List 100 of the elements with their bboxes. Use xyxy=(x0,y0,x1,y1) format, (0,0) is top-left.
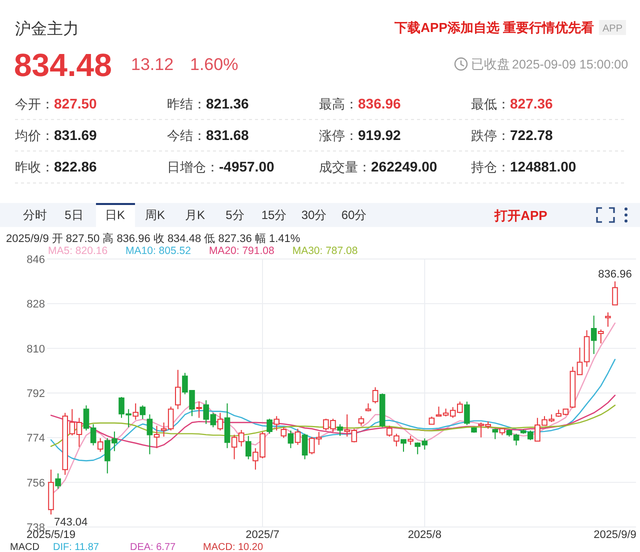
candlestick xyxy=(598,328,604,344)
text: 成交量： xyxy=(319,160,371,174)
candlestick xyxy=(499,428,506,436)
candlestick xyxy=(365,402,372,412)
candlestick xyxy=(337,424,343,436)
text: 919.92 xyxy=(358,127,402,143)
line-series xyxy=(50,404,616,447)
text: 831.68 xyxy=(206,127,250,143)
candlestick xyxy=(492,428,498,440)
text: 5日 xyxy=(64,208,84,222)
text: MA5: 820.16 xyxy=(48,245,108,257)
text: 昨结： xyxy=(167,96,206,112)
line-series xyxy=(50,394,616,448)
candlestick xyxy=(175,369,181,410)
candlestick xyxy=(408,435,414,446)
text: 已收盘 xyxy=(471,56,510,72)
y-tick-label: 774 xyxy=(26,432,45,445)
candlestick xyxy=(140,404,146,420)
text: 2025-09-09 15:00:00 xyxy=(512,58,628,72)
candlestick xyxy=(48,469,54,515)
candlestick xyxy=(372,386,378,404)
y-tick-label: 846 xyxy=(26,254,45,266)
text: 831.69 xyxy=(54,127,98,143)
text: 834.48 xyxy=(14,47,112,83)
y-tick-label: 792 xyxy=(26,388,45,400)
text: 最低： xyxy=(471,96,510,112)
text: 124881.00 xyxy=(510,158,576,174)
text: 60分 xyxy=(341,208,367,222)
text: 日K xyxy=(104,208,126,222)
candlestick xyxy=(246,435,252,460)
candlestick xyxy=(224,402,230,449)
text: 722.78 xyxy=(510,127,554,143)
y-tick-label: 828 xyxy=(26,298,45,311)
line-series xyxy=(50,358,616,462)
text: MA10: 805.52 xyxy=(126,245,192,257)
candlestick xyxy=(605,312,611,328)
candlestick xyxy=(55,472,61,490)
text: 跌停： xyxy=(471,128,510,143)
candlestick xyxy=(288,430,294,449)
candlestick xyxy=(146,414,153,455)
candlestick xyxy=(394,433,400,447)
candlestick xyxy=(154,425,160,449)
y-tick-label: 756 xyxy=(26,477,45,490)
text: DIF: 11.87 xyxy=(53,542,100,552)
text: 827.36 xyxy=(510,96,554,112)
text: 15分 xyxy=(261,208,287,222)
candlestick xyxy=(196,401,202,418)
text: MA30: 787.08 xyxy=(292,245,358,257)
text: 打开APP xyxy=(494,208,548,223)
text: 822.86 xyxy=(54,158,98,174)
candlestick xyxy=(400,438,406,452)
text: 最高： xyxy=(319,96,358,112)
candlestick xyxy=(386,425,392,438)
text: 日增仓： xyxy=(167,160,219,174)
x-tick-label: 2025/9/9 xyxy=(594,529,636,541)
candlestick xyxy=(358,416,364,426)
text: 周K xyxy=(144,208,166,222)
candlestick xyxy=(464,401,470,426)
text: 昨收： xyxy=(15,160,54,174)
text: 今结： xyxy=(167,128,206,143)
text: 沪金主力 xyxy=(15,20,79,38)
text: 月K xyxy=(184,208,206,222)
text: -4957.00 xyxy=(219,158,274,174)
text: MACD: 10.20 xyxy=(203,542,264,552)
text: MA20: 791.08 xyxy=(208,245,274,257)
candlestick xyxy=(294,428,301,446)
text: DEA: 6.77 xyxy=(130,542,176,552)
candlestick xyxy=(612,280,618,306)
candlestick xyxy=(217,412,224,431)
annotation: 743.04 xyxy=(54,516,88,528)
text: 821.36 xyxy=(206,96,250,112)
text: 涨停： xyxy=(319,128,358,143)
candlestick xyxy=(280,426,287,438)
candlestick xyxy=(266,418,272,434)
candlestick xyxy=(97,438,104,452)
candlestick xyxy=(379,392,386,428)
text: 5分 xyxy=(226,208,244,222)
text: 2025/9/9 开 827.50 高 836.96 收 834.48 低 827.36 幅 1.41% xyxy=(6,232,300,245)
text: 30分 xyxy=(301,208,327,222)
text: 下载APP添加自选 重要行情优先看 xyxy=(394,20,594,35)
candlestick xyxy=(132,402,138,420)
text: 836.96 xyxy=(358,96,402,112)
candlestick xyxy=(471,426,477,434)
text: APP xyxy=(602,24,623,34)
candlestick xyxy=(590,315,597,355)
text: 均价： xyxy=(14,128,54,143)
annotation: 836.96 xyxy=(598,268,632,280)
text: 262249.00 xyxy=(371,158,438,174)
text: 分时 xyxy=(23,208,47,222)
text: 1.60% xyxy=(190,55,238,74)
x-tick-label: 2025/5/19 xyxy=(26,529,76,541)
text: MACD xyxy=(10,542,40,552)
candlestick xyxy=(302,433,308,460)
text: 今开： xyxy=(15,96,54,112)
text: 持仓： xyxy=(471,160,510,174)
text: 827.50 xyxy=(54,96,98,112)
y-tick-label: 810 xyxy=(26,343,45,356)
candlestick xyxy=(428,416,435,426)
x-tick-label: 2025/8 xyxy=(408,529,442,541)
candlestick xyxy=(274,416,280,431)
